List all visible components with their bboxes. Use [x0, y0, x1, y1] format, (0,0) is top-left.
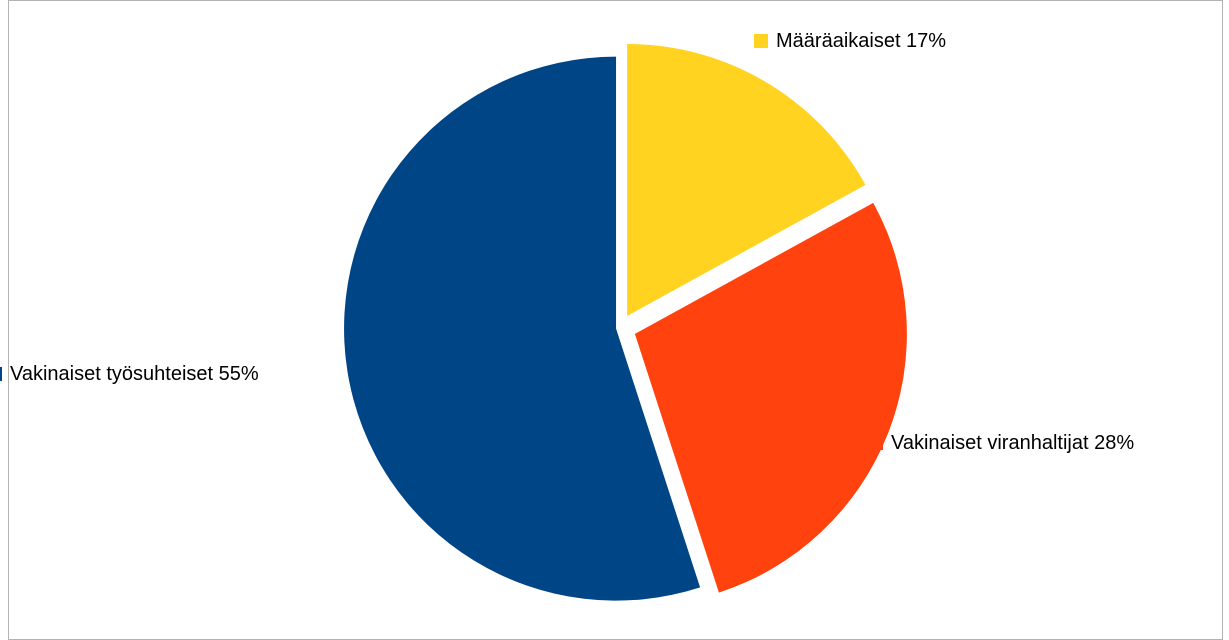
legend-key-1	[754, 34, 768, 48]
slice-label-2: Vakinaiset viranhaltijat 28%	[869, 432, 1134, 454]
pie-slice-2	[634, 202, 907, 593]
pie-slice-3	[344, 56, 701, 601]
legend-key-3	[0, 367, 2, 381]
slice-label-3: Vakinaiset työsuhteiset 55%	[0, 363, 259, 385]
legend-key-2	[869, 436, 883, 450]
pie-slice-1	[627, 43, 866, 316]
slice-label-text-1: Määräaikaiset 17%	[776, 30, 946, 52]
pie-labels: Määräaikaiset 17% Vakinaiset viranhaltija…	[0, 30, 1134, 454]
pie-slices	[344, 43, 907, 601]
slice-label-text-2: Vakinaiset viranhaltijat 28%	[891, 432, 1134, 454]
slice-label-1: Määräaikaiset 17%	[754, 30, 946, 52]
slice-label-text-3: Vakinaiset työsuhteiset 55%	[10, 363, 259, 385]
